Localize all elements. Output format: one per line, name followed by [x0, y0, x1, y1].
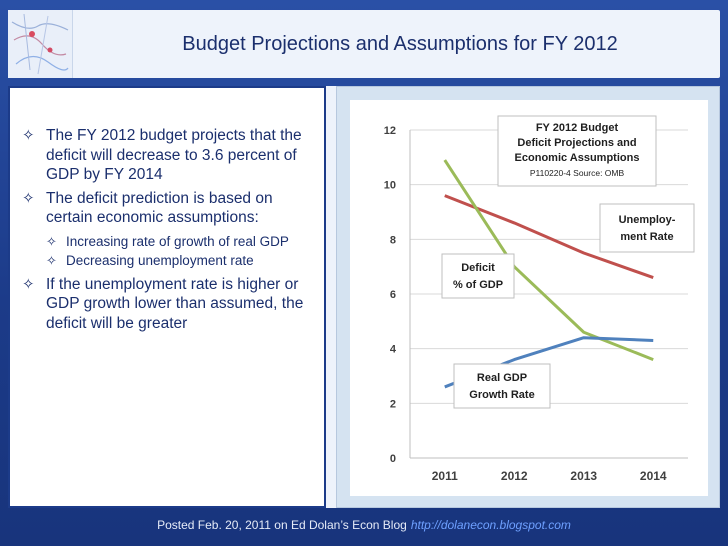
y-tick-label: 6 — [390, 289, 396, 301]
diamond-bullet-icon: ✧ — [46, 253, 57, 268]
y-tick-label: 12 — [384, 125, 396, 137]
sub-bullet-item: ✧ Increasing rate of growth of real GDP — [46, 232, 318, 252]
legend-deficit-text: Deficit — [461, 262, 495, 274]
slide-title: Budget Projections and Assumptions for F… — [182, 32, 618, 55]
legend-deficit-text: % of GDP — [453, 279, 503, 291]
legend-gdp-text: Growth Rate — [469, 389, 534, 401]
diamond-bullet-icon: ✧ — [22, 189, 35, 207]
bullet-text: The FY 2012 budget projects that the def… — [46, 127, 302, 183]
x-tick-label: 2011 — [432, 469, 458, 483]
title-bar — [8, 10, 720, 78]
bullet-item: ✧ The deficit prediction is based on cer… — [22, 189, 318, 228]
series-line — [443, 159, 654, 361]
line-chart: 0 2 4 6 8 10 12 2011 2012 2013 2014 FY 2012 Budget D… — [384, 115, 695, 483]
legend-gdp-box — [453, 363, 551, 409]
bullet-text: If the unemployment rate is higher or GD… — [46, 275, 304, 332]
legend-unemployment-text: Unemploy- — [619, 214, 676, 226]
logo-graphic — [8, 10, 72, 78]
bullet-item: ✧ The FY 2012 budget projects that the d… — [22, 126, 318, 185]
sub-bullet-item: ✧ Decreasing unemployment rate — [46, 251, 318, 271]
x-tick-label: 2013 — [570, 469, 597, 483]
legend-gdp-text: Real GDP — [477, 372, 527, 384]
sub-bullet-text: Increasing rate of growth of real GDP — [66, 233, 289, 249]
series-line — [444, 194, 654, 280]
diamond-bullet-icon: ✧ — [22, 275, 35, 293]
bullet-panel: ✧ The FY 2012 budget projects that the d… — [8, 86, 326, 508]
footer-link[interactable]: http://dolanecon.blogspot.com — [410, 518, 571, 532]
legend-deficit-box — [441, 253, 515, 299]
legend-unemployment-box — [599, 203, 695, 253]
footer: Posted Feb. 20, 2011 on Ed Dolan’s Econ … — [0, 514, 728, 536]
sub-bullet-text: Decreasing unemployment rate — [66, 253, 254, 268]
chart-title-box — [497, 115, 657, 187]
chart-area: 0 2 4 6 8 10 12 2011 2012 2013 2014 FY 2012 Budget D… — [350, 100, 708, 496]
x-tick-label: 2014 — [640, 469, 667, 483]
footer-text: Posted Feb. 20, 2011 on Ed Dolan’s Econ … — [157, 518, 407, 532]
x-tick-label: 2012 — [501, 469, 528, 483]
diamond-bullet-icon: ✧ — [22, 127, 35, 144]
bullet-item: ✧ If the unemployment rate is higher or … — [22, 275, 318, 334]
y-tick-label: 0 — [390, 453, 396, 465]
legend-unemployment-text: ment Rate — [620, 231, 673, 243]
diamond-bullet-icon: ✧ — [46, 233, 57, 249]
chart-title-text: Deficit Projections and — [517, 137, 636, 149]
y-tick-label: 4 — [390, 344, 397, 356]
bullet-text: The deficit prediction is based on certa… — [46, 189, 273, 227]
y-tick-label: 2 — [390, 398, 396, 410]
chart-title-text: Economic Assumptions — [515, 152, 640, 164]
logo — [8, 10, 73, 78]
y-tick-label: 8 — [390, 234, 396, 246]
chart-title-text: P110220-4 Source: OMB — [530, 168, 625, 178]
y-tick-label: 10 — [384, 180, 396, 192]
chart-title-text: FY 2012 Budget — [536, 122, 619, 134]
